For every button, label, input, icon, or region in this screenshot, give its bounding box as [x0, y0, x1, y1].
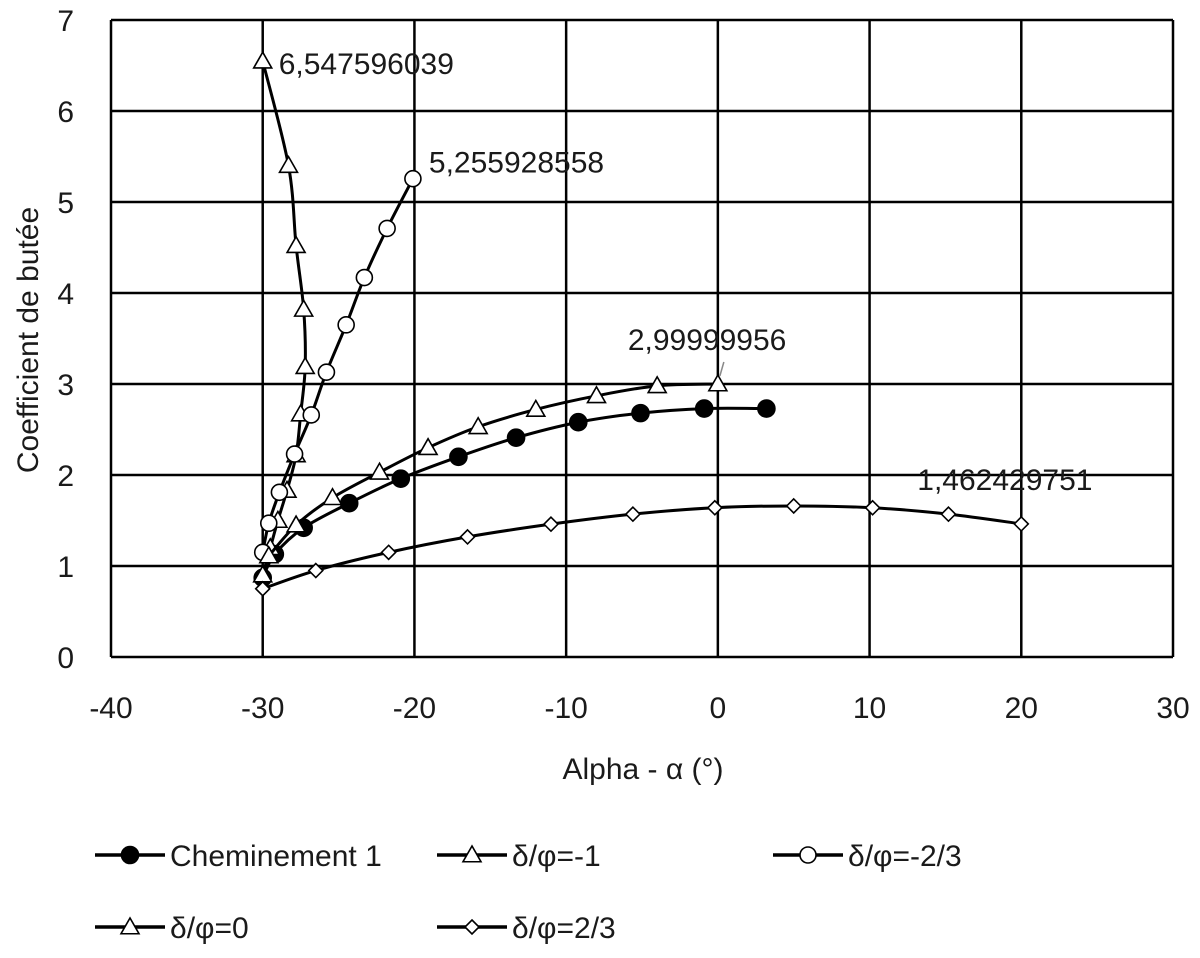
data-point [307, 562, 324, 579]
y-tick-label: 6 [57, 96, 74, 129]
data-point [258, 545, 280, 564]
y-tick-label: 0 [57, 642, 74, 675]
legend-item: δ/φ=2/3 [437, 912, 616, 945]
x-tick-label: 20 [1005, 692, 1038, 725]
data-point [355, 268, 374, 287]
data-point [259, 514, 278, 533]
data-point [706, 499, 723, 516]
data-point [404, 169, 422, 188]
x-tick-label: 10 [853, 692, 886, 725]
x-tick-label: 0 [710, 692, 727, 725]
tick-labels: -40 -30 -20 -10 0 10 20 30 0 1 2 3 4 5 6 7 [57, 5, 1189, 725]
legend-marker [799, 846, 817, 864]
x-axis-label: Alpha - α (°) [562, 753, 723, 786]
data-point [294, 356, 316, 375]
data-point [631, 403, 650, 423]
data-point [525, 398, 547, 418]
data-point [270, 483, 289, 502]
legend-item: δ/φ=-2/3 [773, 840, 962, 873]
x-tick-label: -20 [393, 692, 436, 725]
series-3 [258, 373, 729, 564]
legend-item: δ/φ=0 [95, 912, 249, 945]
data-point [467, 416, 489, 435]
data-point [864, 499, 881, 516]
data-point [757, 399, 776, 418]
y-tick-label: 3 [57, 369, 74, 402]
legend-label: δ/φ=-1 [512, 840, 601, 873]
series-4 [254, 497, 1030, 597]
y-tick-label: 4 [57, 278, 74, 311]
data-point [278, 154, 299, 174]
data-label: 5,255928558 [429, 147, 604, 180]
data-point [285, 445, 304, 463]
data-label: 6,547596039 [279, 48, 454, 81]
data-point [380, 544, 397, 561]
data-point [506, 428, 526, 447]
legend-label: Cheminement 1 [170, 840, 382, 873]
x-tick-label: -30 [241, 692, 284, 725]
legend-item: Cheminement 1 [95, 840, 382, 873]
x-tick-label: -10 [544, 692, 587, 725]
y-tick-label: 7 [57, 5, 74, 38]
data-point [317, 363, 336, 381]
data-point [391, 469, 411, 488]
series-line [261, 178, 415, 553]
data-point [624, 505, 642, 523]
data-point [568, 412, 588, 432]
series-layer [252, 50, 1030, 597]
data-point [707, 373, 729, 392]
data-point [378, 219, 396, 238]
data-label: 1,462429751 [917, 464, 1092, 497]
data-point [369, 461, 390, 480]
series-line [262, 504, 1022, 591]
data-point [417, 437, 439, 456]
data-point [586, 385, 607, 404]
y-tick-label: 5 [57, 187, 74, 220]
data-point [337, 316, 355, 334]
data-point [302, 406, 321, 424]
data-point [285, 514, 307, 533]
data-point [646, 375, 668, 394]
data-point [459, 528, 476, 546]
legend-marker [120, 845, 140, 865]
data-label: 2,99999956 [628, 324, 787, 357]
leader-line [719, 361, 725, 377]
data-point [694, 399, 714, 418]
legend-marker [463, 918, 481, 936]
data-point [285, 235, 307, 254]
legend-label: δ/φ=0 [170, 912, 249, 945]
data-point [293, 298, 315, 317]
data-point [785, 497, 802, 515]
legend-label: δ/φ=2/3 [512, 912, 616, 945]
data-point [1013, 515, 1030, 533]
data-point [322, 487, 343, 506]
y-axis-label: Coefficient de butée [12, 207, 45, 473]
data-point [252, 50, 274, 69]
grid [109, 18, 1175, 659]
legend: Cheminement 1 δ/φ=-1 δ/φ=-2/3 δ/φ=0 δ/φ=2/3 [95, 840, 962, 945]
x-tick-label: -40 [89, 692, 132, 725]
data-point [542, 516, 560, 533]
y-tick-label: 1 [57, 551, 74, 584]
data-point [254, 580, 271, 597]
x-tick-label: 30 [1156, 692, 1189, 725]
legend-label: δ/φ=-2/3 [848, 840, 962, 873]
data-point [339, 493, 359, 513]
y-tick-label: 2 [57, 460, 74, 493]
annotations: 6,547596039 5,255928558 2,99999956 1,462429… [279, 48, 1093, 497]
data-point [940, 505, 957, 523]
legend-item: δ/φ=-1 [437, 840, 601, 873]
data-point [449, 447, 468, 467]
legend-marker [119, 916, 141, 935]
legend-marker [461, 844, 483, 863]
series-line [267, 382, 718, 557]
